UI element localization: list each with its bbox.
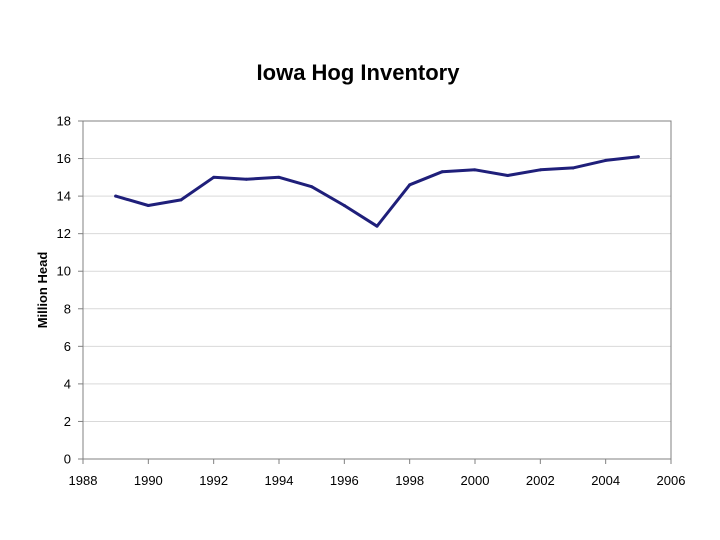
x-tick-label: 2002 [526, 473, 555, 488]
y-axis-label: Million Head [35, 252, 50, 329]
x-tick-label: 1996 [330, 473, 359, 488]
data-point [538, 168, 542, 172]
data-point [179, 198, 183, 202]
data-point [440, 170, 444, 174]
x-tick-label: 1994 [265, 473, 294, 488]
data-point [310, 185, 314, 189]
plot-area [82, 120, 672, 460]
chart-title: Iowa Hog Inventory [257, 60, 461, 85]
y-tick-label: 6 [64, 339, 71, 354]
series-line [114, 155, 640, 228]
x-tick-label: 1988 [69, 473, 98, 488]
data-point [375, 224, 379, 228]
grid [83, 158, 671, 422]
y-tick-label: 10 [57, 264, 71, 279]
data-point [146, 204, 150, 207]
data-point [408, 183, 412, 187]
data-point [342, 204, 346, 207]
y-tick-label: 16 [57, 151, 71, 166]
y-tick-label: 18 [57, 114, 71, 129]
x-tick-label: 2006 [657, 473, 686, 488]
y-tick-label: 14 [57, 189, 71, 204]
data-point [244, 177, 248, 181]
x-tick-label: 1990 [134, 473, 163, 488]
series-layer [114, 155, 640, 228]
data-point [114, 194, 118, 198]
x-tick-label: 1992 [199, 473, 228, 488]
x-tick-labels: 1988 1990 1992 1994 1996 1998 2000 2002 2004 2006 [69, 459, 686, 488]
data-point [277, 175, 281, 179]
y-tick-label: 0 [64, 452, 71, 467]
data-point [604, 158, 608, 162]
data-point [571, 166, 575, 170]
data-point [506, 173, 510, 177]
y-tick-labels: 0 2 4 6 8 10 12 14 16 18 [57, 114, 83, 467]
y-tick-label: 12 [57, 226, 71, 241]
x-tick-label: 1998 [395, 473, 424, 488]
x-tick-label: 2000 [461, 473, 490, 488]
y-tick-label: 4 [64, 376, 71, 391]
x-tick-label: 2004 [591, 473, 620, 488]
y-tick-label: 8 [64, 301, 71, 316]
y-tick-label: 2 [64, 414, 71, 429]
data-point [212, 175, 216, 179]
data-point [473, 168, 477, 172]
data-point [636, 155, 640, 159]
